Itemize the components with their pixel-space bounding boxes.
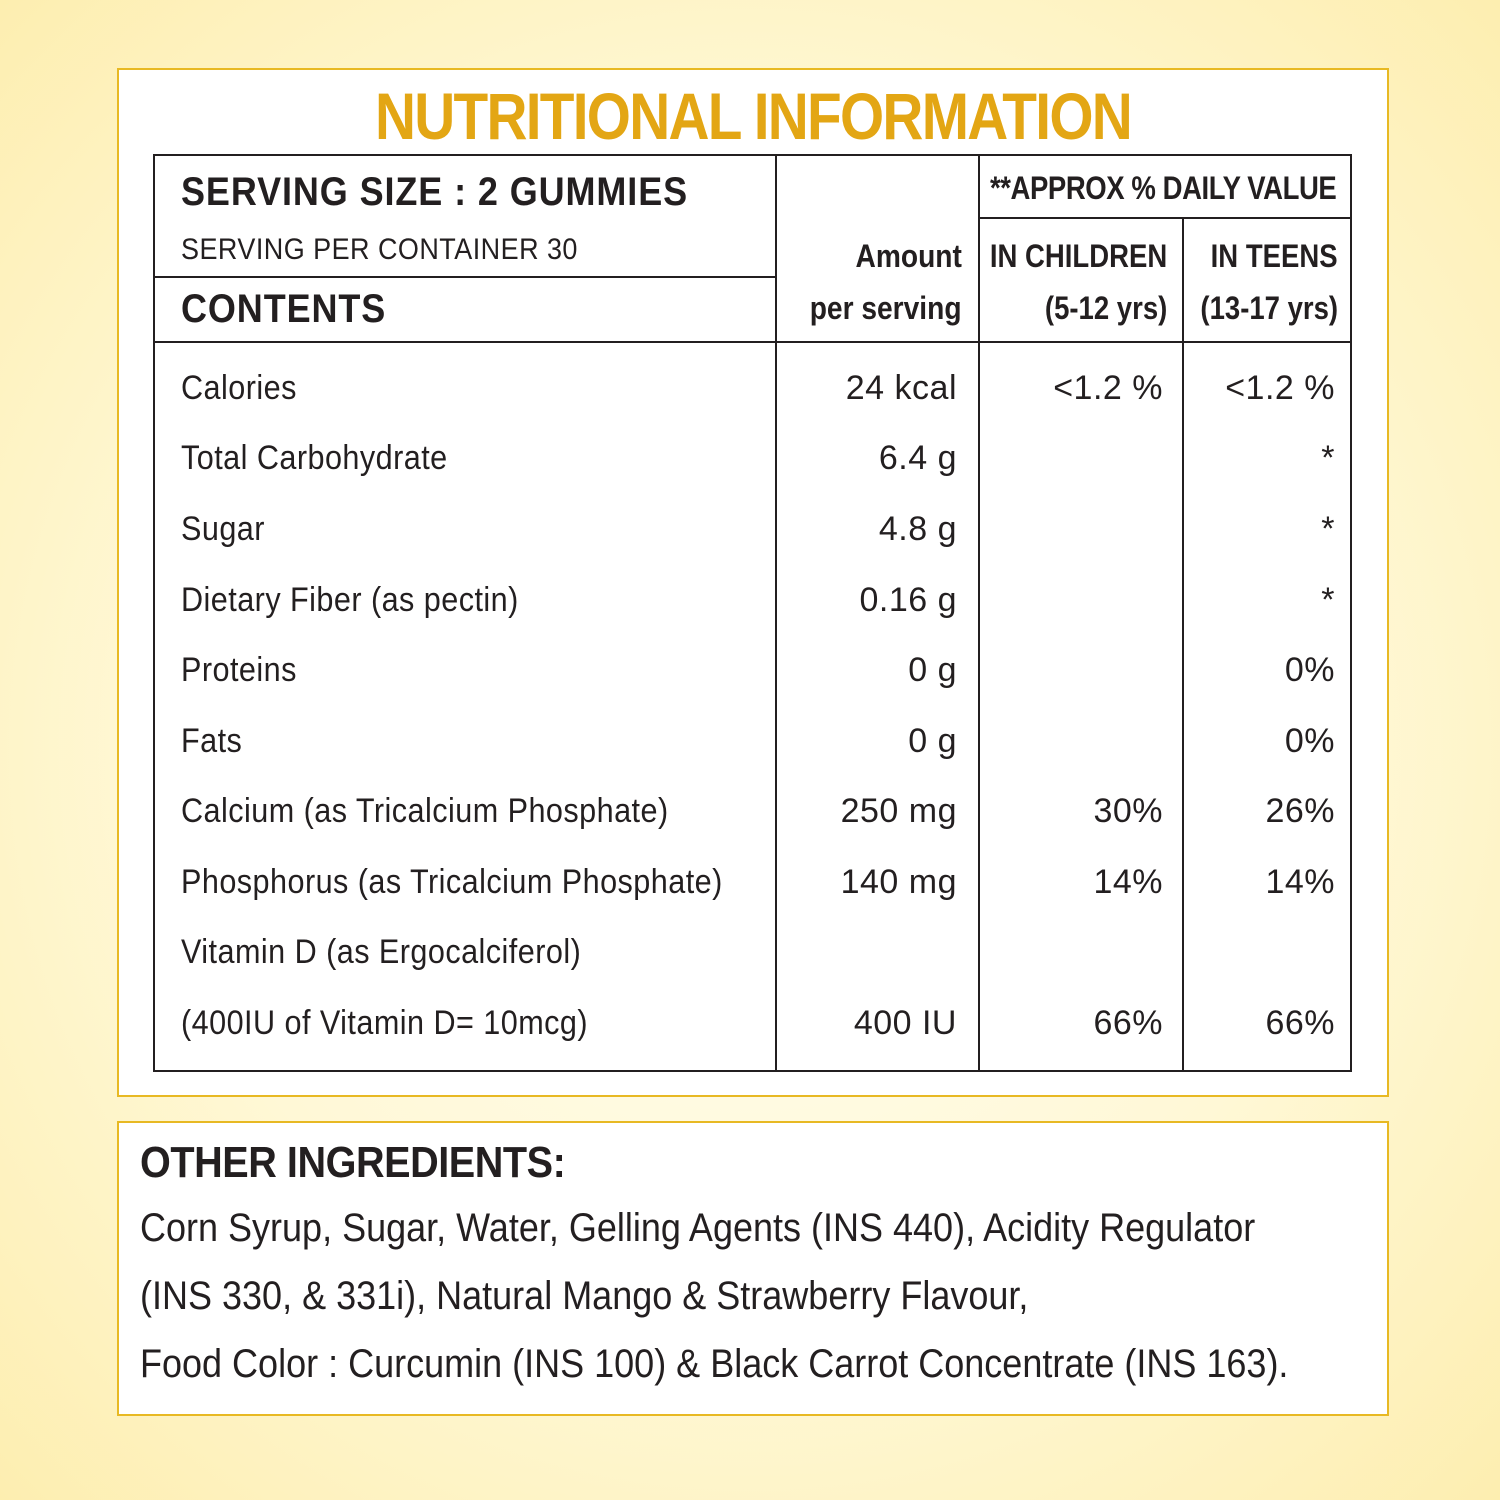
nutrient-children-dv: 30% [1093,792,1163,830]
nutrient-amount: 24 kcal [845,369,957,407]
ingredients-line: Food Color : Curcumin (INS 100) & Black … [140,1342,1289,1386]
amount-heading: Amount [855,238,962,274]
nutrient-name: Sugar [181,510,265,548]
nutrient-teens-dv: 14% [1265,863,1335,901]
nutrient-name: Phosphorus (as Tricalcium Phosphate) [181,863,723,901]
nutrient-amount: 0.16 g [859,581,957,619]
nutrient-amount: 140 mg [840,863,957,901]
amount-subheading: per serving [810,290,962,326]
ingredients-line: (INS 330, & 331i), Natural Mango & Straw… [140,1274,1029,1318]
nutrient-name: Calcium (as Tricalcium Phosphate) [181,792,669,830]
nutrient-teens-dv: * [1321,510,1335,548]
nutrient-amount: 4.8 g [878,510,957,548]
nutrient-name: Dietary Fiber (as pectin) [181,581,519,619]
nutrient-amount: 250 mg [840,792,957,830]
children-age-range: (5-12 yrs) [1044,290,1167,326]
nutrient-children-dv: 66% [1093,1004,1163,1042]
nutrient-name: (400IU of Vitamin D= 10mcg) [181,1004,589,1042]
page-title: NUTRITIONAL INFORMATION [374,79,1133,153]
children-heading: IN CHILDREN [989,238,1167,274]
nutrient-amount: 400 IU [853,1004,957,1042]
teens-age-range: (13-17 yrs) [1200,290,1338,326]
servings-per-container: SERVING PER CONTAINER 30 [181,233,578,266]
nutrient-name: Fats [181,722,243,760]
serving-size: SERVING SIZE : 2 GUMMIES [181,170,689,214]
nutrient-children-dv: <1.2 % [1053,369,1163,407]
nutrient-name: Proteins [181,651,297,689]
nutrient-teens-dv: <1.2 % [1225,369,1335,407]
nutrient-teens-dv: * [1321,439,1335,477]
nutrient-amount: 6.4 g [878,439,957,477]
nutrient-teens-dv: 0% [1284,651,1335,689]
ingredients-line: Corn Syrup, Sugar, Water, Gelling Agents… [140,1206,1256,1250]
nutrient-teens-dv: * [1321,581,1335,619]
ingredients-heading: OTHER INGREDIENTS: [140,1138,566,1187]
nutrient-name: Vitamin D (as Ergocalciferol) [181,933,582,971]
daily-value-heading: **APPROX % DAILY VALUE [990,170,1337,206]
nutrient-amount: 0 g [908,722,957,760]
teens-heading: IN TEENS [1211,238,1338,274]
ingredients-panel [117,1121,1389,1416]
nutrient-teens-dv: 0% [1284,722,1335,760]
nutrient-teens-dv: 66% [1265,1004,1335,1042]
nutrition-panel: NUTRITIONAL INFORMATION [117,68,1389,1097]
nutrient-teens-dv: 26% [1265,792,1335,830]
nutrient-amount: 0 g [908,651,957,689]
nutrient-name: Total Carbohydrate [181,439,448,477]
contents-heading: CONTENTS [181,287,387,331]
nutrient-children-dv: 14% [1093,863,1163,901]
nutrient-name: Calories [181,369,297,407]
